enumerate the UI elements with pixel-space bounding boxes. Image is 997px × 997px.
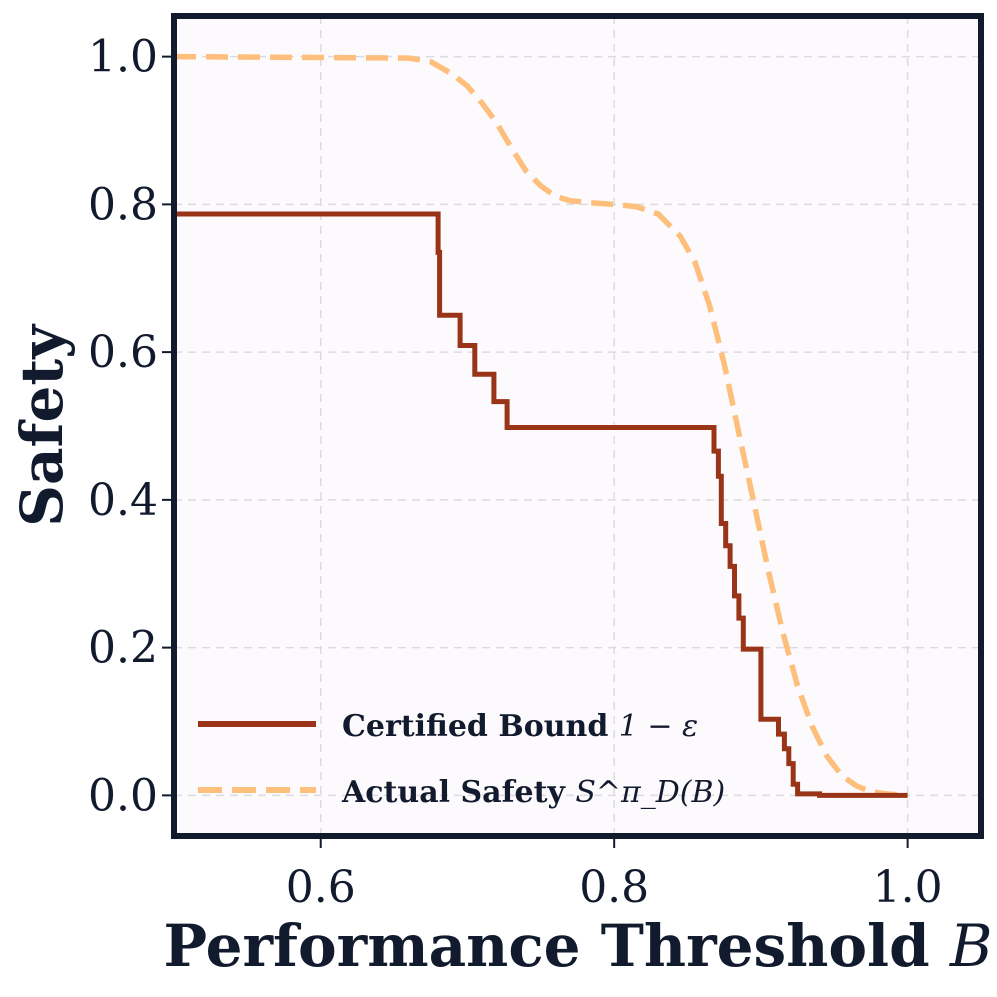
series-line-actual-safety (173, 53, 908, 799)
legend-name-certified-bound: Certified Bound (342, 709, 608, 744)
legend-math-certified-bound: 1 − ε (619, 709, 698, 744)
x-axis-title-variable: B (949, 912, 993, 980)
y-tick-label-0-0: 0.0 (88, 770, 158, 821)
x-axis-title-text: Performance Threshold (164, 912, 930, 980)
legend-label-certified-bound: Certified Bound 1 − ε (342, 709, 698, 744)
legend-math-actual-safety: S^π_D(B) (575, 775, 725, 810)
x-tick-label-0-6: 0.6 (286, 862, 356, 913)
x-tick-label-0-8: 0.8 (579, 862, 649, 913)
legend-label-actual-safety: Actual Safety S^π_D(B) (341, 775, 725, 810)
series-line-certified-bound (174, 211, 908, 798)
legend-name-actual-safety: Actual Safety (341, 775, 566, 810)
y-tick-label-0-6: 0.6 (88, 327, 158, 378)
x-tick-label-1-0: 1.0 (873, 862, 943, 913)
y-tick-label-1-0: 1.0 (88, 32, 158, 83)
series-lines (173, 53, 908, 799)
y-tick-label-0-8: 0.8 (88, 179, 158, 230)
y-tick-label-0-4: 0.4 (88, 475, 158, 526)
x-axis-title: Performance Threshold B (164, 912, 993, 980)
axis-ticks: 0.6 0.8 1.0 0.0 0.2 0.4 0.6 0.8 1.0 (88, 32, 943, 913)
plot-frame (171, 13, 984, 839)
y-axis-title: Safety (8, 323, 76, 527)
legend: Certified Bound 1 − ε Actual Safety S^π_… (198, 709, 725, 810)
y-tick-label-0-2: 0.2 (88, 623, 158, 674)
